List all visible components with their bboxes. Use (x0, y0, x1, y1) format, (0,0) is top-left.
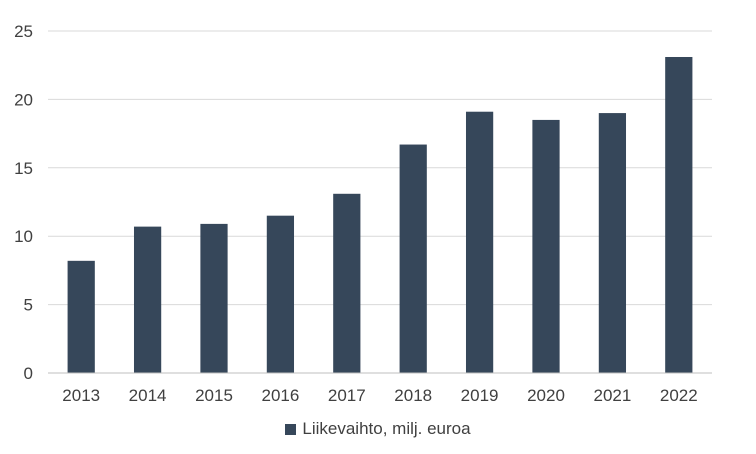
x-tick-label: 2020 (527, 386, 565, 405)
x-tick-label: 2013 (62, 386, 100, 405)
y-axis-ticks: 0 5 10 15 20 25 (14, 22, 33, 383)
bar-2020 (532, 119, 560, 373)
bar-2018 (399, 144, 427, 373)
bar-2022 (665, 56, 693, 373)
x-axis-ticks: 2013 2014 2015 2016 2017 2018 2019 2020 2021 2022 (62, 386, 697, 405)
x-tick-label: 2015 (195, 386, 233, 405)
bars (67, 56, 693, 373)
legend-label: Liikevaihto, milj. euroa (302, 419, 471, 438)
bar-2016 (266, 215, 295, 373)
y-tick-label: 15 (14, 159, 33, 178)
bar-2017 (333, 193, 361, 373)
y-tick-label: 5 (24, 296, 33, 315)
y-tick-label: 20 (14, 90, 33, 109)
bar-2021 (598, 113, 627, 373)
x-tick-label: 2018 (394, 386, 432, 405)
x-tick-label: 2014 (129, 386, 167, 405)
bar-2013 (67, 260, 95, 373)
y-tick-label: 10 (14, 227, 33, 246)
y-tick-label: 25 (14, 22, 33, 41)
legend-swatch (285, 423, 297, 435)
x-tick-label: 2019 (461, 386, 499, 405)
x-tick-label: 2021 (593, 386, 631, 405)
x-tick-label: 2017 (328, 386, 366, 405)
bar-2019 (465, 111, 494, 373)
legend: Liikevaihto, milj. euroa (0, 419, 756, 439)
x-tick-label: 2022 (660, 386, 698, 405)
bar-2015 (200, 223, 228, 373)
x-tick-label: 2016 (261, 386, 299, 405)
y-tick-label: 0 (24, 364, 33, 383)
bar-2014 (133, 226, 162, 373)
